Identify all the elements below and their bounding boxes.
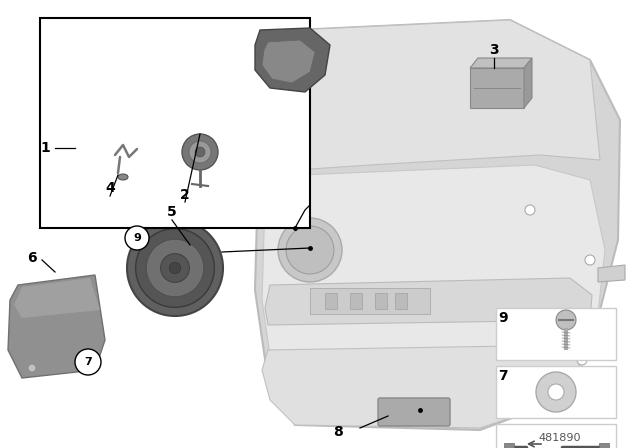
Polygon shape [524, 58, 532, 108]
Circle shape [127, 220, 223, 316]
Polygon shape [8, 275, 105, 378]
Polygon shape [262, 40, 315, 83]
Text: 1: 1 [40, 141, 50, 155]
Circle shape [525, 205, 535, 215]
Bar [599, 443, 609, 448]
Polygon shape [265, 278, 592, 325]
Circle shape [125, 226, 149, 250]
Text: 7: 7 [498, 369, 508, 383]
Bar [375, 293, 387, 309]
Circle shape [195, 147, 205, 157]
Circle shape [585, 255, 595, 265]
Bar [395, 293, 407, 309]
Polygon shape [470, 58, 532, 68]
Polygon shape [598, 265, 625, 282]
Ellipse shape [118, 174, 128, 180]
Circle shape [548, 384, 564, 400]
Text: 7: 7 [84, 357, 92, 367]
Circle shape [161, 254, 189, 282]
Bar [325, 293, 337, 309]
Text: 9: 9 [498, 311, 508, 325]
Text: 5: 5 [167, 205, 177, 219]
Text: 6: 6 [27, 251, 37, 265]
Text: 8: 8 [333, 425, 343, 439]
Text: 481890: 481890 [539, 433, 581, 443]
Circle shape [286, 226, 334, 274]
Text: 4: 4 [105, 181, 115, 195]
Bar [496, 308, 616, 360]
Circle shape [28, 364, 36, 372]
Circle shape [577, 355, 587, 365]
Circle shape [536, 372, 576, 412]
Circle shape [182, 134, 218, 170]
Text: 9: 9 [133, 233, 141, 243]
Bar [310, 288, 430, 314]
Polygon shape [255, 28, 330, 92]
Bar [470, 68, 524, 108]
FancyBboxPatch shape [378, 398, 450, 426]
Circle shape [75, 349, 101, 375]
Text: 3: 3 [489, 43, 499, 57]
Circle shape [169, 262, 180, 274]
Polygon shape [262, 165, 605, 420]
Bar [40, 18, 310, 228]
Circle shape [556, 310, 576, 330]
Bar [504, 443, 514, 448]
Text: 2: 2 [180, 188, 190, 202]
Circle shape [278, 218, 342, 282]
Circle shape [136, 228, 214, 307]
Polygon shape [255, 20, 620, 430]
Circle shape [146, 239, 204, 297]
Bar [496, 424, 616, 448]
Polygon shape [14, 278, 100, 318]
Polygon shape [270, 20, 600, 170]
Circle shape [189, 141, 211, 163]
Polygon shape [262, 345, 580, 428]
Bar [350, 293, 362, 309]
Bar [496, 366, 616, 418]
